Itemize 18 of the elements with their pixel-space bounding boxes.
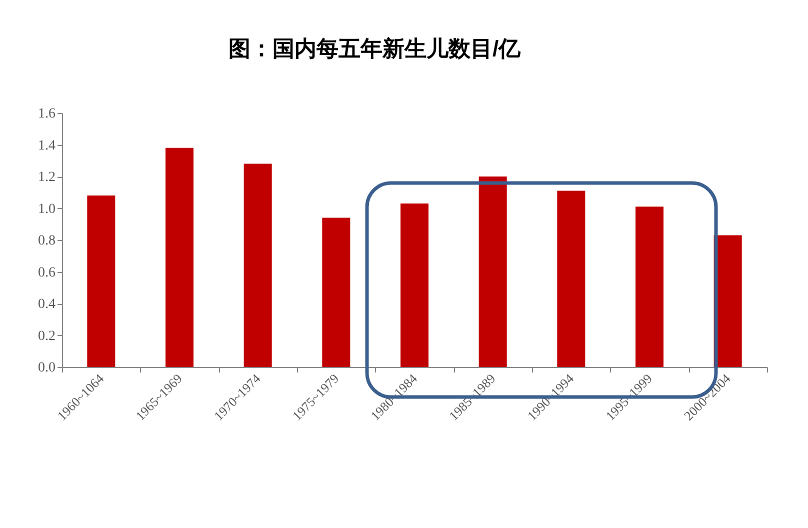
y-tick-label: 0.0 <box>38 360 56 376</box>
y-tick-label: 0.6 <box>38 265 56 280</box>
bar <box>166 148 194 367</box>
y-tick-label: 1.6 <box>38 106 56 122</box>
bar <box>322 218 350 367</box>
y-tick-label: 1.4 <box>38 138 56 154</box>
bar <box>87 196 116 367</box>
bar <box>400 203 428 367</box>
y-tick-label: 0.8 <box>38 234 56 248</box>
y-tick-label: 1.0 <box>38 202 56 217</box>
bar <box>478 176 507 367</box>
bar <box>557 190 586 367</box>
y-tick-label: 0.2 <box>38 328 56 344</box>
bar <box>244 164 272 367</box>
y-tick-label: 1.2 <box>38 170 56 185</box>
chart-title: 图：国内每五年新生儿数目/亿 <box>228 36 522 61</box>
bar <box>636 206 664 367</box>
y-tick-label: 0.4 <box>38 297 56 312</box>
